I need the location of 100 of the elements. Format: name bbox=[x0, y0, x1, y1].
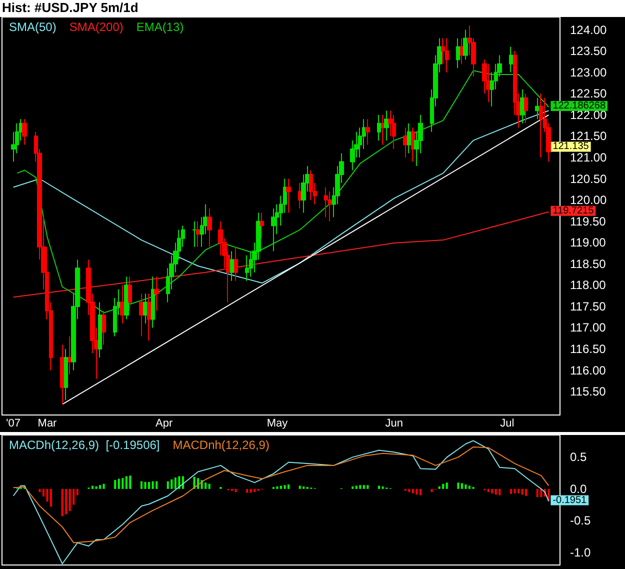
candlestick bbox=[68, 336, 72, 376]
y-tick-label: 0.0 bbox=[570, 482, 588, 496]
y-tick-label: 119.50 bbox=[570, 214, 606, 228]
x-tick-label: Mar bbox=[38, 418, 58, 430]
y-tick-label: 115.50 bbox=[570, 384, 606, 399]
bar bbox=[152, 481, 154, 489]
y-tick-label: 123.00 bbox=[570, 65, 608, 80]
candlestick bbox=[286, 178, 291, 214]
y-tick-label: 0.5 bbox=[570, 450, 588, 464]
bar bbox=[102, 484, 105, 489]
candlestick bbox=[151, 276, 155, 328]
bar bbox=[382, 486, 384, 489]
bar bbox=[521, 488, 524, 495]
bar bbox=[378, 486, 380, 489]
bar bbox=[460, 483, 463, 489]
bar bbox=[366, 485, 369, 489]
x-tick-label: '07 bbox=[6, 418, 20, 430]
candlestick bbox=[456, 38, 460, 69]
bar bbox=[140, 481, 142, 489]
bar bbox=[498, 488, 501, 496]
bar bbox=[464, 484, 467, 489]
bar bbox=[254, 488, 256, 492]
candlestick bbox=[411, 127, 415, 162]
y-tick-label: -1.0 bbox=[570, 545, 592, 560]
bar bbox=[536, 488, 538, 498]
bar bbox=[129, 476, 132, 489]
candlestick bbox=[207, 208, 212, 248]
bar bbox=[438, 486, 440, 489]
candlestick bbox=[377, 114, 381, 141]
bar bbox=[302, 486, 305, 489]
candlestick bbox=[535, 97, 540, 120]
y-tick-label: 121.50 bbox=[570, 129, 608, 144]
candlestick bbox=[271, 208, 276, 252]
candlestick bbox=[147, 293, 151, 342]
bar bbox=[280, 486, 282, 489]
y-tick-label: 120.00 bbox=[570, 193, 608, 208]
bar bbox=[446, 482, 448, 489]
bar bbox=[156, 481, 158, 489]
x-tick-label: Jul bbox=[500, 418, 514, 430]
bar bbox=[525, 488, 528, 496]
bar bbox=[114, 480, 116, 489]
bar bbox=[178, 476, 180, 489]
bar bbox=[468, 486, 471, 489]
y-tick-label: 120.50 bbox=[570, 172, 608, 186]
candlestick bbox=[445, 38, 449, 73]
candlestick bbox=[22, 118, 27, 146]
bar bbox=[494, 488, 497, 495]
text: SMA(50) bbox=[9, 20, 56, 34]
line-series bbox=[12, 110, 550, 284]
data-label: -0.1951 bbox=[552, 494, 588, 506]
candlestick bbox=[143, 293, 148, 324]
bar bbox=[91, 486, 94, 489]
candlestick bbox=[460, 38, 464, 64]
series-label: MACDnh(12,26,9) bbox=[172, 438, 270, 452]
bar bbox=[487, 488, 490, 492]
y-tick-label: 116.00 bbox=[570, 363, 606, 378]
candlestick bbox=[124, 276, 129, 320]
x-tick-label: May bbox=[266, 418, 288, 430]
candlestick bbox=[463, 29, 468, 60]
candlestick bbox=[98, 302, 102, 358]
candlestick bbox=[298, 182, 302, 210]
bar bbox=[430, 488, 433, 492]
candlestick bbox=[509, 46, 513, 73]
bar bbox=[420, 488, 422, 496]
y-tick-label: 117.50 bbox=[570, 299, 606, 314]
candlestick bbox=[524, 93, 528, 124]
bar bbox=[38, 488, 41, 492]
candlestick bbox=[60, 344, 65, 405]
candlestick bbox=[102, 310, 106, 346]
candlestick bbox=[392, 114, 396, 150]
text: SMA(200) bbox=[69, 20, 124, 34]
bar bbox=[412, 488, 414, 494]
candlestick bbox=[486, 63, 491, 103]
candlestick bbox=[384, 110, 389, 141]
bar bbox=[193, 476, 196, 489]
x-tick-label: Jun bbox=[385, 418, 403, 430]
annotation: 121.135 bbox=[552, 141, 590, 152]
text: EMA(13) bbox=[136, 20, 184, 34]
bar bbox=[208, 484, 210, 489]
bar bbox=[68, 488, 71, 512]
bar bbox=[61, 488, 64, 516]
bar bbox=[416, 488, 418, 495]
bar bbox=[95, 486, 98, 489]
bar bbox=[491, 488, 494, 494]
bar bbox=[284, 485, 286, 489]
candlestick bbox=[365, 118, 370, 146]
candlestick bbox=[260, 212, 264, 239]
bar bbox=[166, 481, 169, 489]
candlestick bbox=[120, 284, 125, 324]
y-tick-label: 117.00 bbox=[570, 320, 606, 335]
y-tick-label: 119.00 bbox=[570, 236, 606, 250]
bar bbox=[298, 486, 301, 489]
bar bbox=[182, 476, 184, 489]
candlestick bbox=[245, 254, 249, 282]
candlestick bbox=[230, 250, 234, 282]
y-tick-label: 124.00 bbox=[570, 22, 608, 37]
bar bbox=[362, 485, 365, 489]
bar bbox=[457, 482, 460, 489]
candlestick bbox=[381, 114, 385, 146]
chart-title: Hist: #USD.JPY 5m/1d bbox=[2, 0, 138, 15]
